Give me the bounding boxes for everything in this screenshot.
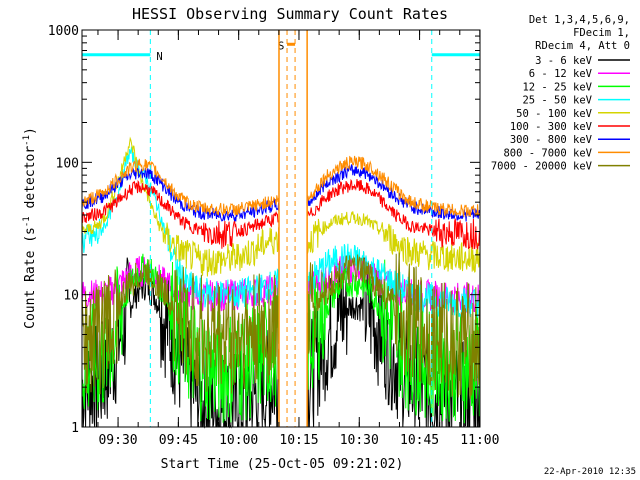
x-axis-label: Start Time (25-Oct-05 09:21:02) [161, 457, 404, 472]
legend-label: 7000 - 20000 keV [491, 161, 593, 173]
plot-timestamp: 22-Apr-2010 12:35 [544, 467, 636, 477]
y-axis-label: Count Rate (s-1 detector-1) [22, 127, 38, 329]
series-line-7 [307, 155, 480, 218]
legend-label: 3 - 6 keV [535, 55, 593, 67]
legend-label: 12 - 25 keV [522, 81, 592, 93]
legend-label: 25 - 50 keV [522, 95, 592, 107]
y-axis-label-close: ) [23, 127, 38, 135]
legend: Det 1,3,4,5,6,9, FDecim 1, RDecim 4, Att… [491, 14, 630, 173]
y-axis-label-sup1: -1 [22, 216, 32, 227]
x-tick-label: 10:45 [400, 433, 439, 448]
legend-label: 300 - 800 keV [510, 134, 593, 146]
y-tick-label: 10 [63, 289, 79, 304]
legend-header-line: Det 1,3,4,5,6,9, [529, 14, 630, 26]
plot-series-group [81, 136, 480, 429]
x-tick-label: 10:30 [340, 433, 379, 448]
series-line-5 [81, 179, 280, 249]
plot-frame [81, 29, 481, 428]
series-line-4 [307, 211, 480, 273]
series-line-5 [307, 178, 480, 250]
y-axis: 1 10 100 1000 [48, 24, 480, 436]
y-tick-label: 100 [56, 156, 79, 171]
x-tick-label: 10:00 [219, 433, 258, 448]
flag-markers-group: NS [82, 30, 480, 427]
legend-header-line: FDecim 1, [573, 27, 630, 39]
series-line-7 [81, 158, 280, 217]
legend-label: 50 - 100 keV [516, 108, 593, 120]
legend-header-line: RDecim 4, Att 0 [535, 40, 630, 52]
x-axis: 09:30 09:45 10:00 10:15 10:30 10:45 11:00 [97, 30, 499, 448]
y-axis-label-part2: detector [23, 146, 38, 217]
legend-label: 6 - 12 keV [529, 68, 593, 80]
series-line-8 [307, 252, 480, 399]
series-line-2 [307, 259, 480, 424]
x-tick-label: 11:00 [460, 433, 499, 448]
legend-label: 100 - 300 keV [510, 121, 593, 133]
y-tick-label: 1 [71, 421, 79, 436]
y-axis-label-sup2: -1 [22, 135, 32, 146]
chart-title: HESSI Observing Summary Count Rates [132, 5, 448, 23]
y-axis-label-part1: Count Rate (s [23, 227, 38, 329]
flag-label: S [278, 40, 284, 52]
series-line-8 [81, 259, 280, 395]
legend-label: 800 - 7000 keV [503, 147, 592, 159]
x-tick-label: 09:30 [98, 433, 137, 448]
x-tick-label: 09:45 [159, 433, 198, 448]
flag-label: N [156, 51, 162, 63]
x-tick-label: 10:15 [279, 433, 318, 448]
y-tick-label: 1000 [48, 24, 79, 39]
series-line-6 [307, 164, 480, 222]
